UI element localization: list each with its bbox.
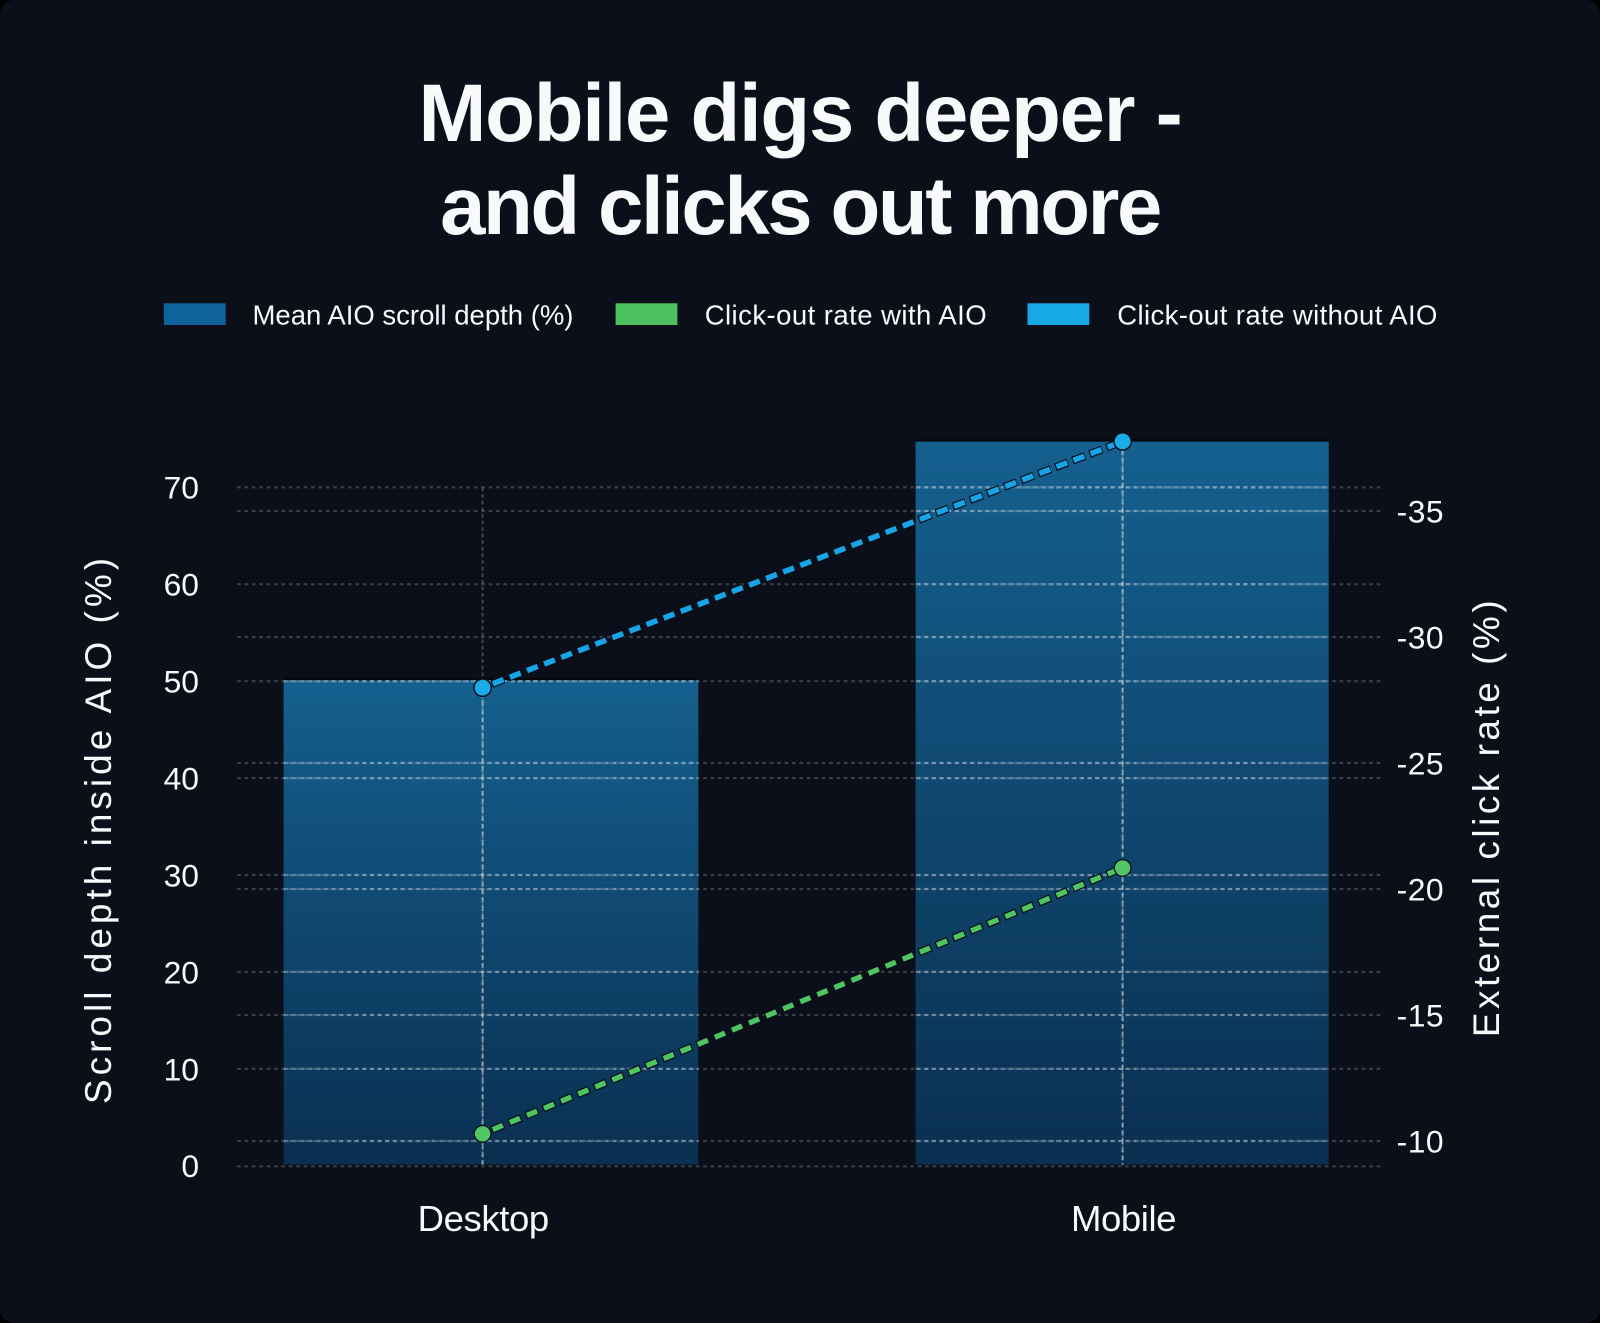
svg-text:Click-out rate without AIO: Click-out rate without AIO (1117, 299, 1438, 330)
svg-text:50: 50 (164, 664, 199, 700)
svg-text:Desktop: Desktop (418, 1198, 549, 1239)
svg-text:0: 0 (181, 1148, 199, 1184)
svg-text:10: 10 (164, 1051, 199, 1087)
svg-text:Mobile: Mobile (1071, 1198, 1176, 1239)
svg-text:-30: -30 (1397, 620, 1444, 656)
svg-text:-20: -20 (1397, 872, 1444, 908)
svg-text:-10: -10 (1397, 1124, 1444, 1160)
svg-text:20: 20 (164, 954, 199, 990)
svg-text:-25: -25 (1397, 746, 1444, 782)
svg-text:-15: -15 (1397, 998, 1444, 1034)
svg-text:Scroll depth inside AIO (%): Scroll depth inside AIO (%) (78, 554, 119, 1104)
svg-text:60: 60 (164, 567, 199, 603)
svg-text:Click-out rate with AIO: Click-out rate with AIO (705, 299, 987, 330)
svg-text:Mobile digs deeper -: Mobile digs deeper - (419, 68, 1182, 159)
svg-text:Mean AIO scroll depth (%): Mean AIO scroll depth (%) (253, 299, 574, 330)
svg-text:and clicks out more: and clicks out more (440, 161, 1160, 252)
svg-text:40: 40 (164, 761, 199, 797)
svg-text:70: 70 (164, 470, 199, 506)
svg-text:-35: -35 (1397, 494, 1444, 530)
svg-text:External click rate (%): External click rate (%) (1466, 597, 1507, 1037)
svg-text:30: 30 (164, 857, 199, 893)
